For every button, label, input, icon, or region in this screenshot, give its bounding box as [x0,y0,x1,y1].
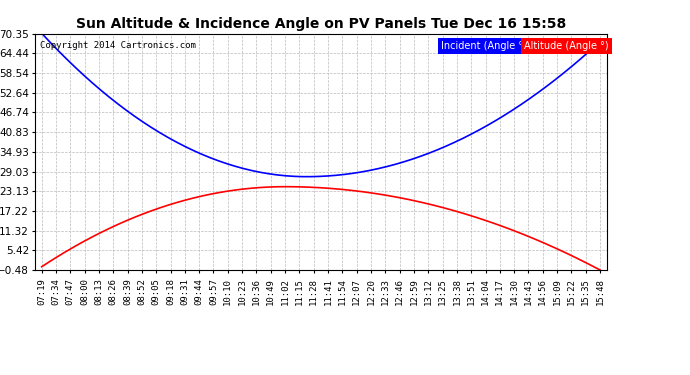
Title: Sun Altitude & Incidence Angle on PV Panels Tue Dec 16 15:58: Sun Altitude & Incidence Angle on PV Pan… [76,17,566,31]
Text: Copyright 2014 Cartronics.com: Copyright 2014 Cartronics.com [40,41,196,50]
Text: Altitude (Angle °): Altitude (Angle °) [524,41,609,51]
Text: Incident (Angle °): Incident (Angle °) [441,41,527,51]
